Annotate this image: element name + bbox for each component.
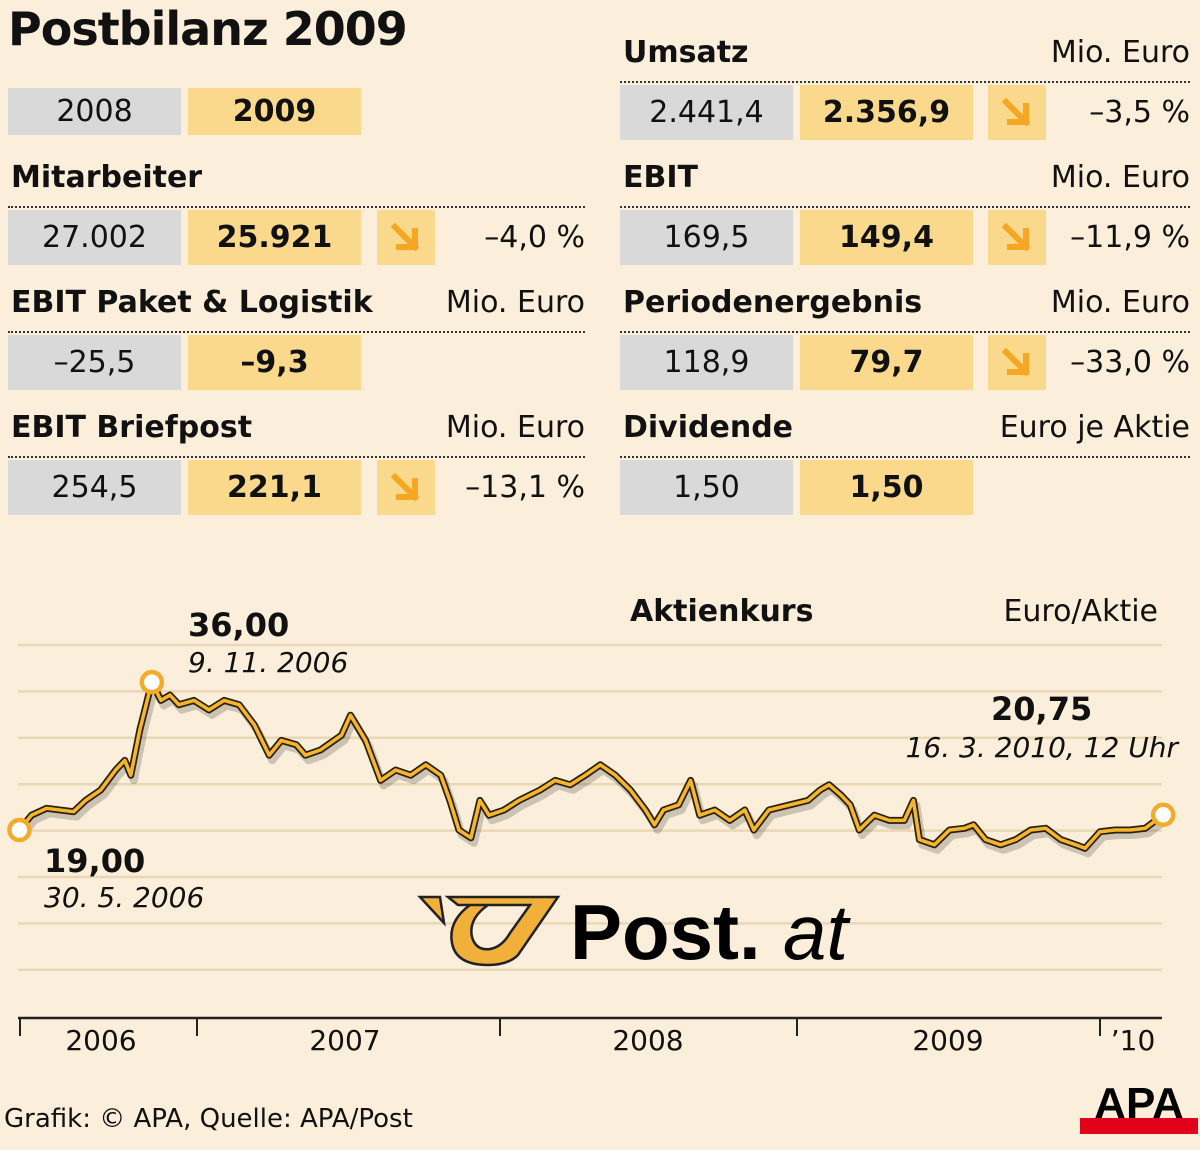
metric-unit: Euro je Aktie (999, 410, 1190, 445)
dotted-divider (620, 81, 1190, 83)
value-curr: 149,4 (800, 210, 973, 265)
price-line (18, 680, 1165, 851)
dotted-divider (620, 331, 1190, 333)
logo-text-at: at (783, 888, 851, 976)
metric-label: Periodenergebnis (623, 285, 923, 320)
value-curr: 2.356,9 (800, 85, 973, 140)
annotation-marker (7, 817, 32, 843)
change-percent: –13,1 % (465, 470, 585, 505)
annotation-marker (139, 669, 165, 695)
year-prev-header: 2008 (8, 88, 181, 135)
x-tick-label: 2008 (612, 1024, 684, 1057)
value-curr: –9,3 (188, 335, 361, 390)
metric-unit: Mio. Euro (1050, 160, 1190, 195)
source-credit: Grafik: © APA, Quelle: APA/Post (4, 1104, 413, 1134)
end-date: 16. 3. 2010, 12 Uhr (905, 731, 1178, 764)
metric-unit: Mio. Euro (445, 285, 585, 320)
post-horn-icon (417, 895, 561, 967)
value-prev: 118,9 (620, 335, 793, 390)
value-curr: 79,7 (800, 335, 973, 390)
value-curr: 1,50 (800, 460, 973, 515)
chart-unit: Euro/Aktie (1003, 594, 1158, 629)
change-percent: –4,0 % (484, 220, 585, 255)
metric-label: Dividende (623, 410, 794, 445)
trend-down-arrow-icon (377, 210, 435, 265)
value-prev: –25,5 (8, 335, 181, 390)
dotted-divider (8, 206, 585, 208)
peak-date: 9. 11. 2006 (188, 646, 349, 679)
value-curr: 25.921 (188, 210, 361, 265)
metric-unit: Mio. Euro (445, 410, 585, 445)
trend-down-arrow-icon (988, 85, 1046, 140)
metric-label: EBIT Briefpost (11, 410, 253, 445)
metric-label: EBIT (623, 160, 698, 195)
year-curr-header: 2009 (188, 88, 361, 135)
value-prev: 1,50 (620, 460, 793, 515)
trend-down-arrow-icon (988, 210, 1046, 265)
dotted-divider (620, 206, 1190, 208)
dotted-divider (8, 456, 585, 458)
change-percent: –11,9 % (1070, 220, 1190, 255)
x-tick-label: 2006 (65, 1024, 137, 1057)
value-prev: 169,5 (620, 210, 793, 265)
x-tick-label: 2009 (912, 1024, 984, 1057)
post-logo: Post. at (417, 888, 851, 976)
apa-logo-bar (1080, 1118, 1198, 1134)
metric-label: Umsatz (623, 35, 749, 70)
page-title: Postbilanz 2009 (8, 2, 408, 56)
logo-text-post: Post. (570, 888, 761, 976)
x-tick-label: ’10 (1110, 1024, 1156, 1057)
metric-label: Mitarbeiter (11, 160, 203, 195)
peak-value: 36,00 (188, 606, 290, 644)
value-prev: 27.002 (8, 210, 181, 265)
end-value: 20,75 (991, 690, 1093, 728)
start-value: 19,00 (44, 842, 146, 880)
grid-lines (18, 643, 1162, 972)
start-date: 30. 5. 2006 (44, 881, 205, 914)
dotted-divider (620, 456, 1190, 458)
x-tick-label: 2007 (309, 1024, 381, 1057)
value-prev: 2.441,4 (620, 85, 793, 140)
apa-logo: APA (1080, 1080, 1198, 1134)
value-curr: 221,1 (188, 460, 361, 515)
metric-unit: Mio. Euro (1050, 35, 1190, 70)
annotation-marker (1150, 802, 1176, 828)
metric-unit: Mio. Euro (1050, 285, 1190, 320)
chart-title: Aktienkurs (630, 594, 814, 629)
trend-down-arrow-icon (988, 335, 1046, 390)
trend-down-arrow-icon (377, 460, 435, 515)
value-prev: 254,5 (8, 460, 181, 515)
change-percent: –33,0 % (1070, 345, 1190, 380)
metric-label: EBIT Paket & Logistik (11, 285, 373, 320)
x-axis (18, 1016, 1162, 1036)
change-percent: –3,5 % (1089, 95, 1190, 130)
dotted-divider (8, 331, 585, 333)
